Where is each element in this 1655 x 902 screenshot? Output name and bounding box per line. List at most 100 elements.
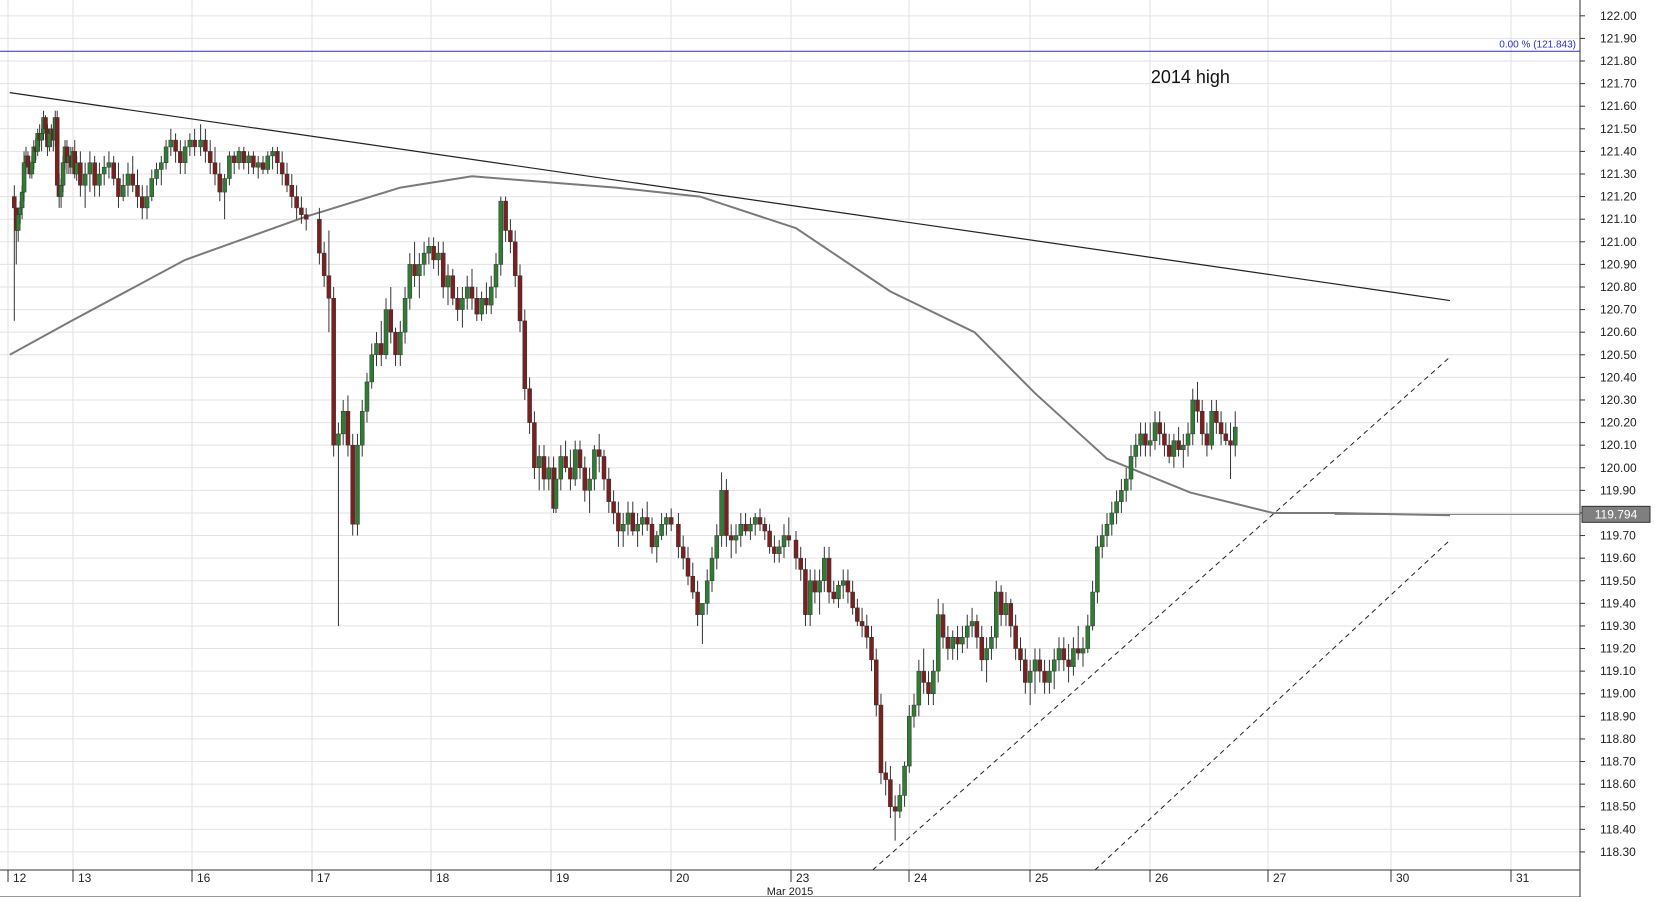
candle [798, 546, 803, 581]
candle-body [630, 512, 636, 532]
candle [724, 479, 729, 547]
candle [836, 580, 841, 608]
candle [436, 241, 441, 276]
candle [738, 512, 744, 547]
candle [1133, 433, 1139, 468]
candle [757, 508, 763, 532]
candle-body [719, 490, 724, 536]
candle-body [1114, 501, 1119, 514]
candle-body [198, 139, 203, 148]
candle [793, 531, 799, 570]
candle-body [840, 580, 846, 586]
y-tick-label: 120.30 [1600, 393, 1637, 407]
candle [979, 625, 985, 672]
candle-body [317, 218, 322, 254]
candle-body [625, 512, 631, 525]
annotation-label: 2014 high [1151, 67, 1230, 87]
moving-average-line [9, 175, 1451, 517]
candle-body [1223, 433, 1229, 441]
candle-body [1190, 399, 1196, 435]
candle [149, 169, 155, 202]
candle-body [659, 524, 664, 536]
candle [1162, 422, 1167, 457]
candle-body [1128, 456, 1134, 480]
x-tick-label: 16 [197, 871, 211, 885]
candle [998, 585, 1004, 626]
y-tick-label: 118.70 [1600, 755, 1636, 769]
candle-body [1171, 440, 1177, 457]
candle-body [97, 173, 102, 186]
candle-body [173, 139, 178, 152]
y-tick-label: 120.60 [1600, 325, 1637, 339]
candle-body [748, 524, 753, 532]
candle-body [964, 625, 970, 638]
candle [935, 598, 941, 683]
candle [1147, 422, 1153, 457]
candle-body [192, 139, 197, 148]
gridlines [0, 0, 1580, 870]
candle [864, 614, 870, 649]
candle-body [217, 173, 223, 193]
candle [303, 207, 309, 231]
y-tick-label: 118.80 [1600, 732, 1636, 746]
candle-body [1080, 648, 1086, 654]
candle [241, 146, 247, 170]
candle-body [916, 670, 922, 706]
y-tick-label: 118.40 [1600, 822, 1636, 836]
candle [577, 440, 583, 480]
candle-body [596, 449, 602, 457]
candle [859, 607, 865, 638]
candle-body [1162, 433, 1167, 446]
candle-body [984, 648, 989, 661]
candle [950, 630, 955, 660]
candle-body [822, 557, 827, 582]
candle-body [294, 196, 299, 209]
candle [878, 693, 884, 785]
candle-body [1003, 603, 1009, 615]
candle-body [616, 512, 621, 532]
candle-body [398, 331, 403, 356]
candle [445, 264, 451, 306]
candle [82, 162, 88, 208]
candle-body [536, 456, 542, 469]
y-tick-label: 118.90 [1600, 709, 1636, 723]
candle-body [969, 621, 975, 627]
candle [1047, 659, 1052, 694]
candle [685, 546, 691, 586]
y-tick-label: 119.70 [1600, 529, 1636, 543]
candle-body [1185, 433, 1191, 446]
candle-body [149, 178, 155, 197]
candle [388, 286, 394, 344]
candle [616, 501, 621, 547]
candle [187, 133, 193, 156]
candle [700, 603, 705, 645]
x-tick-label: 23 [796, 871, 810, 885]
candle-body [512, 241, 518, 276]
candle-body [331, 298, 336, 446]
candle [592, 445, 597, 491]
y-tick-label: 120.70 [1600, 303, 1637, 317]
candle-body [345, 411, 351, 446]
candle-body [364, 381, 370, 412]
candle-body [1056, 648, 1062, 661]
candle [1013, 614, 1018, 660]
candle [541, 445, 547, 491]
candle-body [1218, 422, 1224, 435]
candle-body [469, 286, 475, 299]
candle [222, 174, 227, 220]
candle-body [649, 524, 655, 548]
candle [1018, 637, 1023, 672]
candle [1218, 411, 1224, 446]
candle [1119, 479, 1124, 513]
candle [101, 155, 107, 186]
candle-body [883, 772, 888, 780]
candle-body [355, 444, 360, 525]
candle-body [106, 162, 112, 168]
candle-body [541, 456, 547, 480]
x-tick-label: 25 [1035, 871, 1049, 885]
candle-body [1071, 648, 1076, 667]
candle-body [546, 467, 552, 480]
candle-body [1176, 440, 1181, 450]
candle-body [902, 765, 907, 796]
